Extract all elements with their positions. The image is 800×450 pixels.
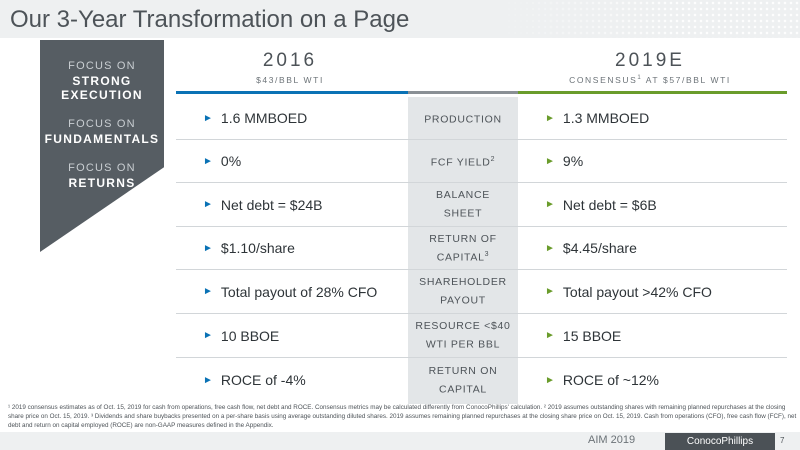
- focus-item-fundamentals: FOCUS ON FUNDAMENTALS: [40, 118, 164, 146]
- accent-bar-center: [408, 91, 518, 94]
- table-row-2019e-value: ► Total payout >42% CFO: [545, 283, 712, 300]
- arrow-right-icon: ►: [203, 286, 213, 297]
- metric-label: RETURN OF CAPITAL3: [429, 232, 497, 264]
- focus-label: FOCUS ON: [68, 118, 136, 130]
- table-row-2019e-value: ► ROCE of ~12%: [545, 372, 660, 388]
- accent-bar-2019e: [518, 91, 787, 94]
- footer-band: AIM 2019: [0, 432, 800, 450]
- column-year: 2019E: [615, 50, 685, 71]
- table-row-2019e-value: ► 15 BBOE: [545, 327, 622, 344]
- column-header-2016: 2016 $43/BBL WTI: [190, 50, 390, 85]
- dot-pattern-decoration: [500, 0, 800, 38]
- arrow-right-icon: ►: [203, 330, 213, 341]
- row-divider: [176, 269, 787, 270]
- metric-label: RESOURCE <$40 WTI PER BBL: [415, 320, 511, 351]
- company-logo: ConocoPhillips: [665, 433, 775, 450]
- focus-value: STRONG EXECUTION: [61, 74, 143, 102]
- arrow-right-icon: ►: [545, 112, 555, 124]
- row-divider: [176, 182, 787, 183]
- metric-label: RETURN ON CAPITAL: [428, 364, 498, 396]
- metric-label: PRODUCTION: [424, 113, 502, 126]
- arrow-right-icon: ►: [545, 199, 555, 210]
- footnote-text: ¹ 2019 consensus estimates as of Oct. 15…: [8, 404, 797, 429]
- arrow-right-icon: ►: [203, 112, 213, 124]
- arrow-right-icon: ►: [203, 242, 213, 254]
- row-divider: [176, 313, 787, 314]
- focus-item-execution: FOCUS ON STRONG EXECUTION: [40, 60, 164, 102]
- focus-sidebar: FOCUS ON STRONG EXECUTION FOCUS ON FUNDA…: [40, 40, 164, 252]
- metric-label: FCF YIELD2: [430, 155, 496, 169]
- column-year: 2016: [262, 50, 318, 71]
- focus-label: FOCUS ON: [68, 60, 136, 72]
- row-divider: [176, 357, 787, 358]
- table-row-2019e-value: ► 9%: [545, 153, 584, 169]
- column-subtitle: CONSENSUS1 AT $57/BBL WTI: [569, 75, 731, 85]
- header-band: Our 3-Year Transformation on a Page: [0, 0, 800, 38]
- column-subtitle: $43/BBL WTI: [256, 75, 324, 85]
- table-row-2019e-value: ► 1.3 MMBOED: [545, 110, 650, 126]
- column-header-2019e: 2019E CONSENSUS1 AT $57/BBL WTI: [520, 50, 780, 85]
- metric-label: SHAREHOLDER PAYOUT: [419, 276, 507, 307]
- arrow-right-icon: ►: [545, 242, 555, 254]
- page-title: Our 3-Year Transformation on a Page: [10, 6, 410, 33]
- row-divider: [176, 226, 787, 227]
- page-number: 7: [780, 436, 785, 445]
- table-row-2016-value: ► $1.10/share: [203, 240, 295, 256]
- focus-label: FOCUS ON: [68, 162, 136, 174]
- arrow-right-icon: ►: [545, 330, 555, 341]
- table-row-2016-value: ► Net debt = $24B: [203, 196, 323, 213]
- arrow-right-icon: ►: [203, 374, 213, 386]
- table-row-2016-value: ► 1.6 MMBOED: [203, 110, 308, 126]
- table-row-2016-value: ► 0%: [203, 153, 242, 169]
- focus-value: FUNDAMENTALS: [44, 132, 160, 146]
- focus-value: RETURNS: [68, 176, 136, 190]
- metric-label: BALANCE SHEET: [436, 189, 490, 220]
- table-row-2016-value: ► Total payout of 28% CFO: [203, 283, 378, 300]
- focus-item-returns: FOCUS ON RETURNS: [40, 162, 164, 190]
- arrow-right-icon: ►: [203, 199, 213, 210]
- accent-bar-2016: [176, 91, 408, 94]
- arrow-right-icon: ►: [203, 155, 213, 167]
- table-row-2019e-value: ► $4.45/share: [545, 240, 637, 256]
- arrow-right-icon: ►: [545, 286, 555, 297]
- row-divider: [176, 139, 787, 140]
- arrow-right-icon: ►: [545, 155, 555, 167]
- event-logo: AIM 2019: [588, 434, 636, 446]
- metric-column-background: [408, 97, 518, 404]
- table-row-2016-value: ► 10 BBOE: [203, 327, 280, 344]
- table-row-2016-value: ► ROCE of -4%: [203, 372, 306, 388]
- table-row-2019e-value: ► Net debt = $6B: [545, 196, 657, 213]
- arrow-right-icon: ►: [545, 374, 555, 386]
